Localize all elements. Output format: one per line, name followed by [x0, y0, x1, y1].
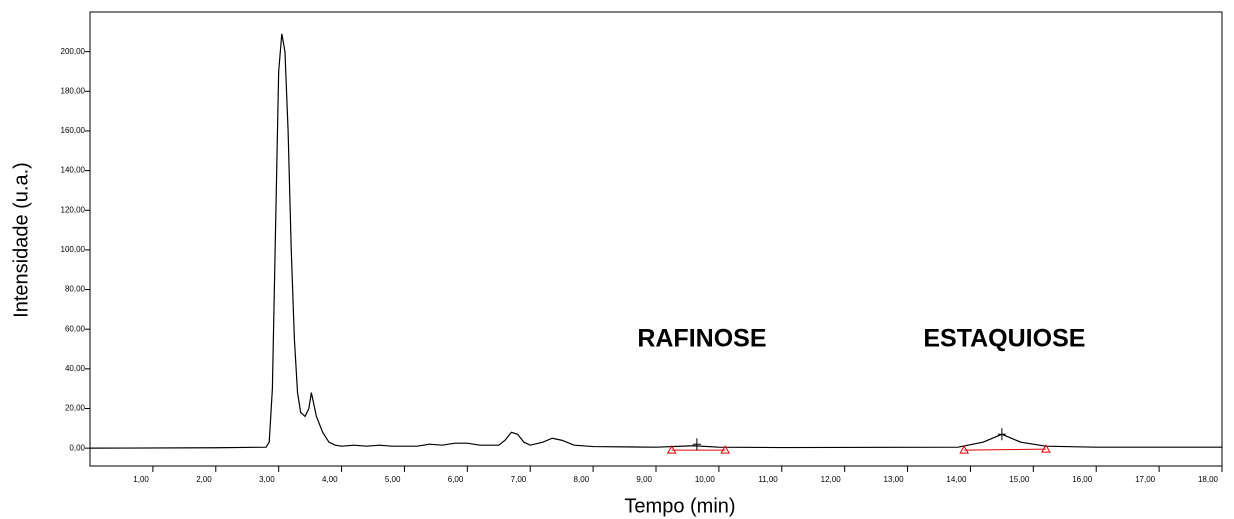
plot-frame: [89, 11, 1223, 467]
x-tick-label: 6,00: [448, 475, 464, 484]
x-tick-label: 16,00: [1072, 475, 1093, 484]
y-tick-label: 100,00: [61, 245, 86, 254]
apex-marker: [692, 438, 701, 451]
y-axis-label: Intensidade (u.a.): [10, 162, 32, 318]
baseline-marker: [720, 445, 731, 454]
apex-marker: [997, 428, 1006, 441]
baseline-marker: [666, 445, 677, 454]
y-tick-label: 180,00: [61, 86, 86, 95]
x-tick-label: 12,00: [821, 475, 842, 484]
y-tick-label: 80,00: [65, 285, 86, 294]
chromatogram-line: [89, 33, 1222, 449]
x-tick-label: 18,00: [1198, 475, 1219, 484]
x-tick-label: 17,00: [1135, 475, 1156, 484]
x-tick-label: 8,00: [574, 475, 590, 484]
x-tick-label: 11,00: [758, 475, 778, 484]
x-tick-label: 9,00: [636, 475, 652, 484]
x-tick-label: 14,00: [946, 475, 967, 484]
y-tick-label: 200,00: [61, 47, 86, 56]
y-tick-label: 20,00: [65, 404, 86, 413]
y-tick-label: 0,00: [69, 443, 85, 452]
x-axis-label: Tempo (min): [624, 495, 735, 517]
y-tick-label: 160,00: [61, 126, 86, 135]
baseline-marker: [1041, 444, 1051, 453]
y-tick-label: 120,00: [61, 205, 86, 214]
x-tick-label: 1,00: [133, 475, 149, 484]
x-tick-label: 7,00: [511, 475, 527, 484]
peak-annotation: RAFINOSE: [637, 325, 766, 353]
y-tick-label: 60,00: [65, 324, 86, 333]
y-tick-label: 40,00: [65, 364, 86, 373]
baseline-marker: [959, 445, 970, 454]
y-tick-label: 140,00: [61, 166, 86, 175]
peak-annotation: ESTAQUIOSE: [923, 325, 1085, 353]
x-tick-label: 10,00: [695, 475, 716, 484]
x-tick-label: 2,00: [196, 475, 212, 484]
x-tick-label: 13,00: [884, 475, 905, 484]
x-tick-label: 4,00: [322, 475, 338, 484]
x-tick-label: 15,00: [1009, 475, 1030, 484]
x-tick-label: 3,00: [259, 475, 275, 484]
baseline: [964, 448, 1046, 451]
x-tick-label: 5,00: [385, 475, 401, 484]
